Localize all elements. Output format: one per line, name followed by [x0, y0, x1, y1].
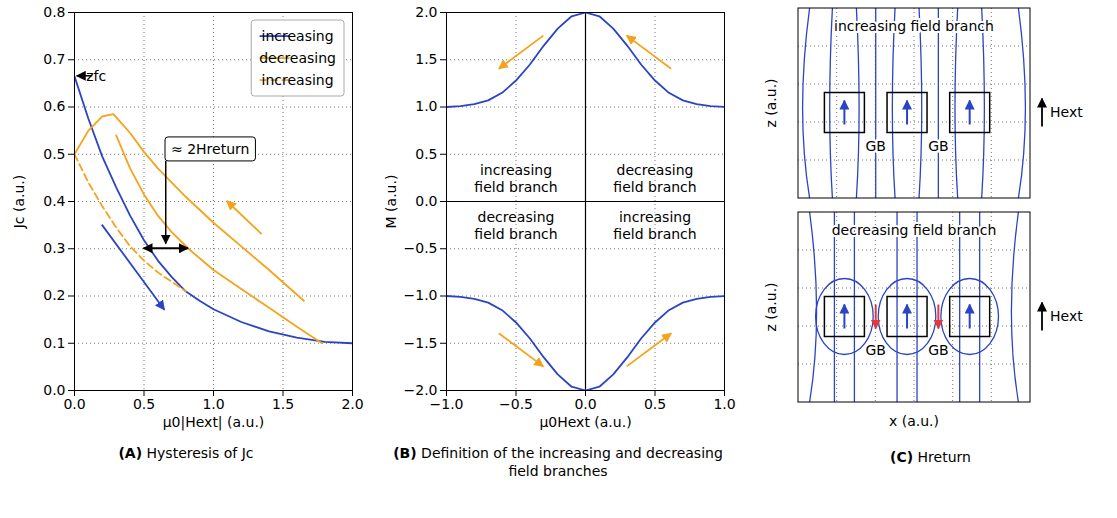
svg-text:1.5: 1.5 — [272, 396, 294, 412]
svg-text:≈ 2Hreturn: ≈ 2Hreturn — [171, 141, 249, 157]
svg-text:z (a.u.): z (a.u.) — [763, 282, 779, 331]
svg-text:0.3: 0.3 — [43, 240, 65, 256]
svg-text:decreasingfield branch: decreasingfield branch — [613, 162, 696, 196]
svg-text:zfc: zfc — [86, 67, 107, 84]
svg-text:0.0: 0.0 — [63, 396, 85, 412]
svg-text:1.0: 1.0 — [713, 396, 735, 412]
svg-text:Hext: Hext — [1050, 308, 1083, 324]
svg-text:−0.5: −0.5 — [499, 396, 533, 412]
svg-text:0.0: 0.0 — [43, 382, 65, 398]
svg-text:x (a.u.): x (a.u.) — [889, 413, 939, 429]
svg-text:increasingfield branch: increasingfield branch — [474, 162, 557, 196]
html-text:(C) Hreturn: (C) Hreturn — [890, 449, 971, 465]
svg-text:0.8: 0.8 — [43, 4, 65, 20]
svg-text:0.0: 0.0 — [415, 193, 437, 209]
svg-text:0.5: 0.5 — [415, 146, 437, 162]
html-text:(A) Hysteresis of Jc: (A) Hysteresis of Jc — [118, 445, 254, 461]
svg-text:−2.0: −2.0 — [403, 382, 438, 398]
svg-text:decreasing field branch: decreasing field branch — [832, 222, 997, 238]
svg-text:1.0: 1.0 — [202, 396, 224, 412]
svg-text:μ0Hext (a.u.): μ0Hext (a.u.) — [539, 414, 631, 430]
svg-text:μ0|Hext| (a.u.): μ0|Hext| (a.u.) — [163, 414, 265, 431]
svg-text:GB: GB — [928, 138, 948, 154]
svg-text:GB: GB — [928, 342, 948, 358]
svg-text:0.0: 0.0 — [574, 396, 596, 412]
svg-text:0.5: 0.5 — [644, 396, 666, 412]
svg-text:0.2: 0.2 — [43, 287, 65, 303]
svg-text:−0.5: −0.5 — [404, 240, 438, 256]
svg-text:1.0: 1.0 — [415, 98, 437, 114]
svg-text:Hext: Hext — [1050, 104, 1083, 120]
svg-text:−1.0: −1.0 — [404, 287, 438, 303]
svg-text:GB: GB — [865, 138, 885, 154]
svg-text:increasing: increasing — [262, 28, 334, 44]
svg-text:2.0: 2.0 — [341, 396, 363, 412]
svg-text:increasing field branch: increasing field branch — [834, 18, 994, 34]
svg-text:2.0: 2.0 — [415, 4, 437, 20]
svg-text:−1.5: −1.5 — [404, 335, 438, 351]
svg-text:1.5: 1.5 — [415, 51, 437, 67]
svg-text:−1.0: −1.0 — [430, 396, 464, 412]
svg-text:0.5: 0.5 — [43, 146, 65, 162]
svg-text:decreasing: decreasing — [259, 50, 336, 66]
svg-text:decreasingfield branch: decreasingfield branch — [474, 209, 557, 243]
html-text:(B) Definition of the increasi: (B) Definition of the increasing and dec… — [393, 445, 723, 480]
svg-text:Jc (a.u.): Jc (a.u.) — [11, 175, 27, 230]
svg-text:0.5: 0.5 — [133, 396, 155, 412]
svg-text:0.1: 0.1 — [43, 335, 65, 351]
svg-text:increasing: increasing — [262, 72, 334, 88]
svg-text:M (a.u.): M (a.u.) — [383, 175, 399, 229]
svg-text:0.7: 0.7 — [43, 51, 65, 67]
svg-text:GB: GB — [865, 342, 885, 358]
svg-text:0.6: 0.6 — [43, 98, 65, 114]
svg-text:z (a.u.): z (a.u.) — [763, 78, 779, 127]
svg-text:increasingfield branch: increasingfield branch — [613, 209, 696, 243]
svg-text:0.4: 0.4 — [43, 193, 65, 209]
